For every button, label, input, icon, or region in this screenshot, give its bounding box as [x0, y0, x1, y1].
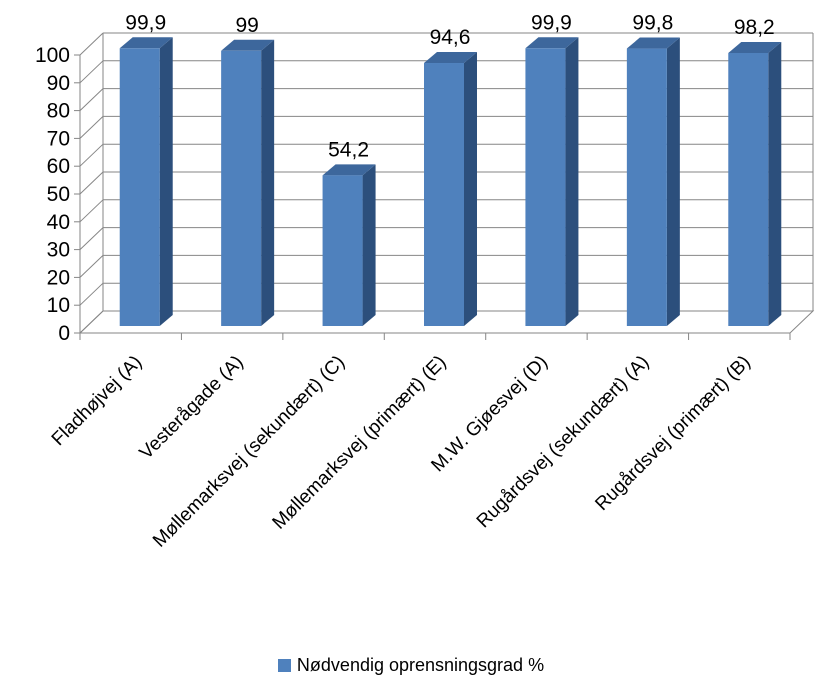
bar-side-1: [261, 39, 275, 326]
bar-side-4: [565, 37, 579, 326]
data-label-4: 99,9: [531, 11, 572, 34]
bar-top-1: [221, 39, 275, 51]
bar-front-1: [221, 50, 262, 326]
bar-3: [424, 52, 477, 327]
data-label-0: 99,9: [125, 11, 166, 34]
bar-2: [322, 164, 376, 326]
y-tick-label-3: 30: [47, 239, 70, 262]
y-tick-label-10: 100: [35, 44, 70, 67]
data-label-2: 54,2: [328, 138, 369, 161]
category-label-3: Møllemarksvej (primært) (E): [268, 352, 450, 534]
category-label-2: Møllemarksvej (sekundært) (C): [149, 352, 349, 552]
data-label-5: 99,8: [632, 12, 673, 35]
bar-0: [119, 37, 173, 326]
y-tick-label-0: 0: [58, 322, 70, 345]
gridline-diag-3: [79, 227, 104, 250]
bar-side-0: [159, 37, 173, 326]
gridline-diag-7: [79, 116, 104, 139]
bar-side-5: [666, 37, 680, 326]
y-tick-label-8: 80: [47, 100, 70, 123]
bar-top-6: [728, 42, 782, 54]
bar-1: [221, 39, 275, 326]
bar-side-3: [464, 52, 477, 327]
legend-swatch: [277, 658, 291, 672]
legend-label: Nødvendig oprensningsgrad %: [296, 654, 545, 675]
bar-top-2: [322, 164, 376, 176]
y-tick-label-7: 70: [47, 127, 70, 150]
gridline-diag-10: [79, 32, 104, 56]
legend: Nødvendig oprensningsgrad %: [0, 650, 822, 680]
bar-top-4: [525, 37, 579, 49]
bar-top-3: [424, 52, 477, 64]
bar-front-3: [424, 63, 464, 327]
gridline-diag-2: [79, 255, 104, 278]
bar-front-2: [322, 175, 363, 326]
axis-layer: 0 10 20 30 40 50 60 70 80 90 100: [35, 44, 791, 345]
y-tick-label-4: 40: [47, 211, 70, 234]
bar-5: [626, 37, 680, 326]
y-tick-label-5: 50: [47, 183, 70, 206]
y-tick-label-9: 90: [47, 72, 70, 95]
bar-front-4: [525, 48, 566, 326]
bar-side-2: [362, 164, 376, 326]
bar-top-5: [626, 37, 680, 49]
y-tick-label-1: 10: [47, 294, 70, 317]
category-label-0: Fladhøjvej (A): [48, 352, 146, 450]
gridline-diag-9: [79, 60, 104, 84]
gridline-diag-1: [79, 282, 104, 306]
category-label-5: Rugårdsvej (sekundært) (A): [473, 352, 654, 533]
gridline-diag-5: [79, 171, 104, 195]
bar-layer: [119, 37, 782, 327]
bar-front-0: [119, 48, 160, 326]
bar-6: [728, 42, 782, 327]
gridline-diag-8: [79, 88, 104, 111]
gridline-diag-6: [79, 143, 104, 167]
y-tick-label-2: 20: [47, 266, 70, 289]
data-label-3: 94,6: [430, 26, 471, 49]
gridline-diag-4: [79, 199, 104, 223]
y-tick-label-6: 60: [47, 155, 70, 178]
bar-front-5: [626, 48, 667, 326]
data-label-6: 98,2: [734, 16, 775, 39]
bar-4: [525, 37, 579, 326]
bar-side-6: [768, 42, 782, 327]
data-label-1: 99: [235, 14, 258, 37]
bar-front-6: [728, 53, 769, 327]
bar-top-0: [119, 37, 173, 49]
category-label-1: Vesterågade (A): [136, 352, 248, 464]
